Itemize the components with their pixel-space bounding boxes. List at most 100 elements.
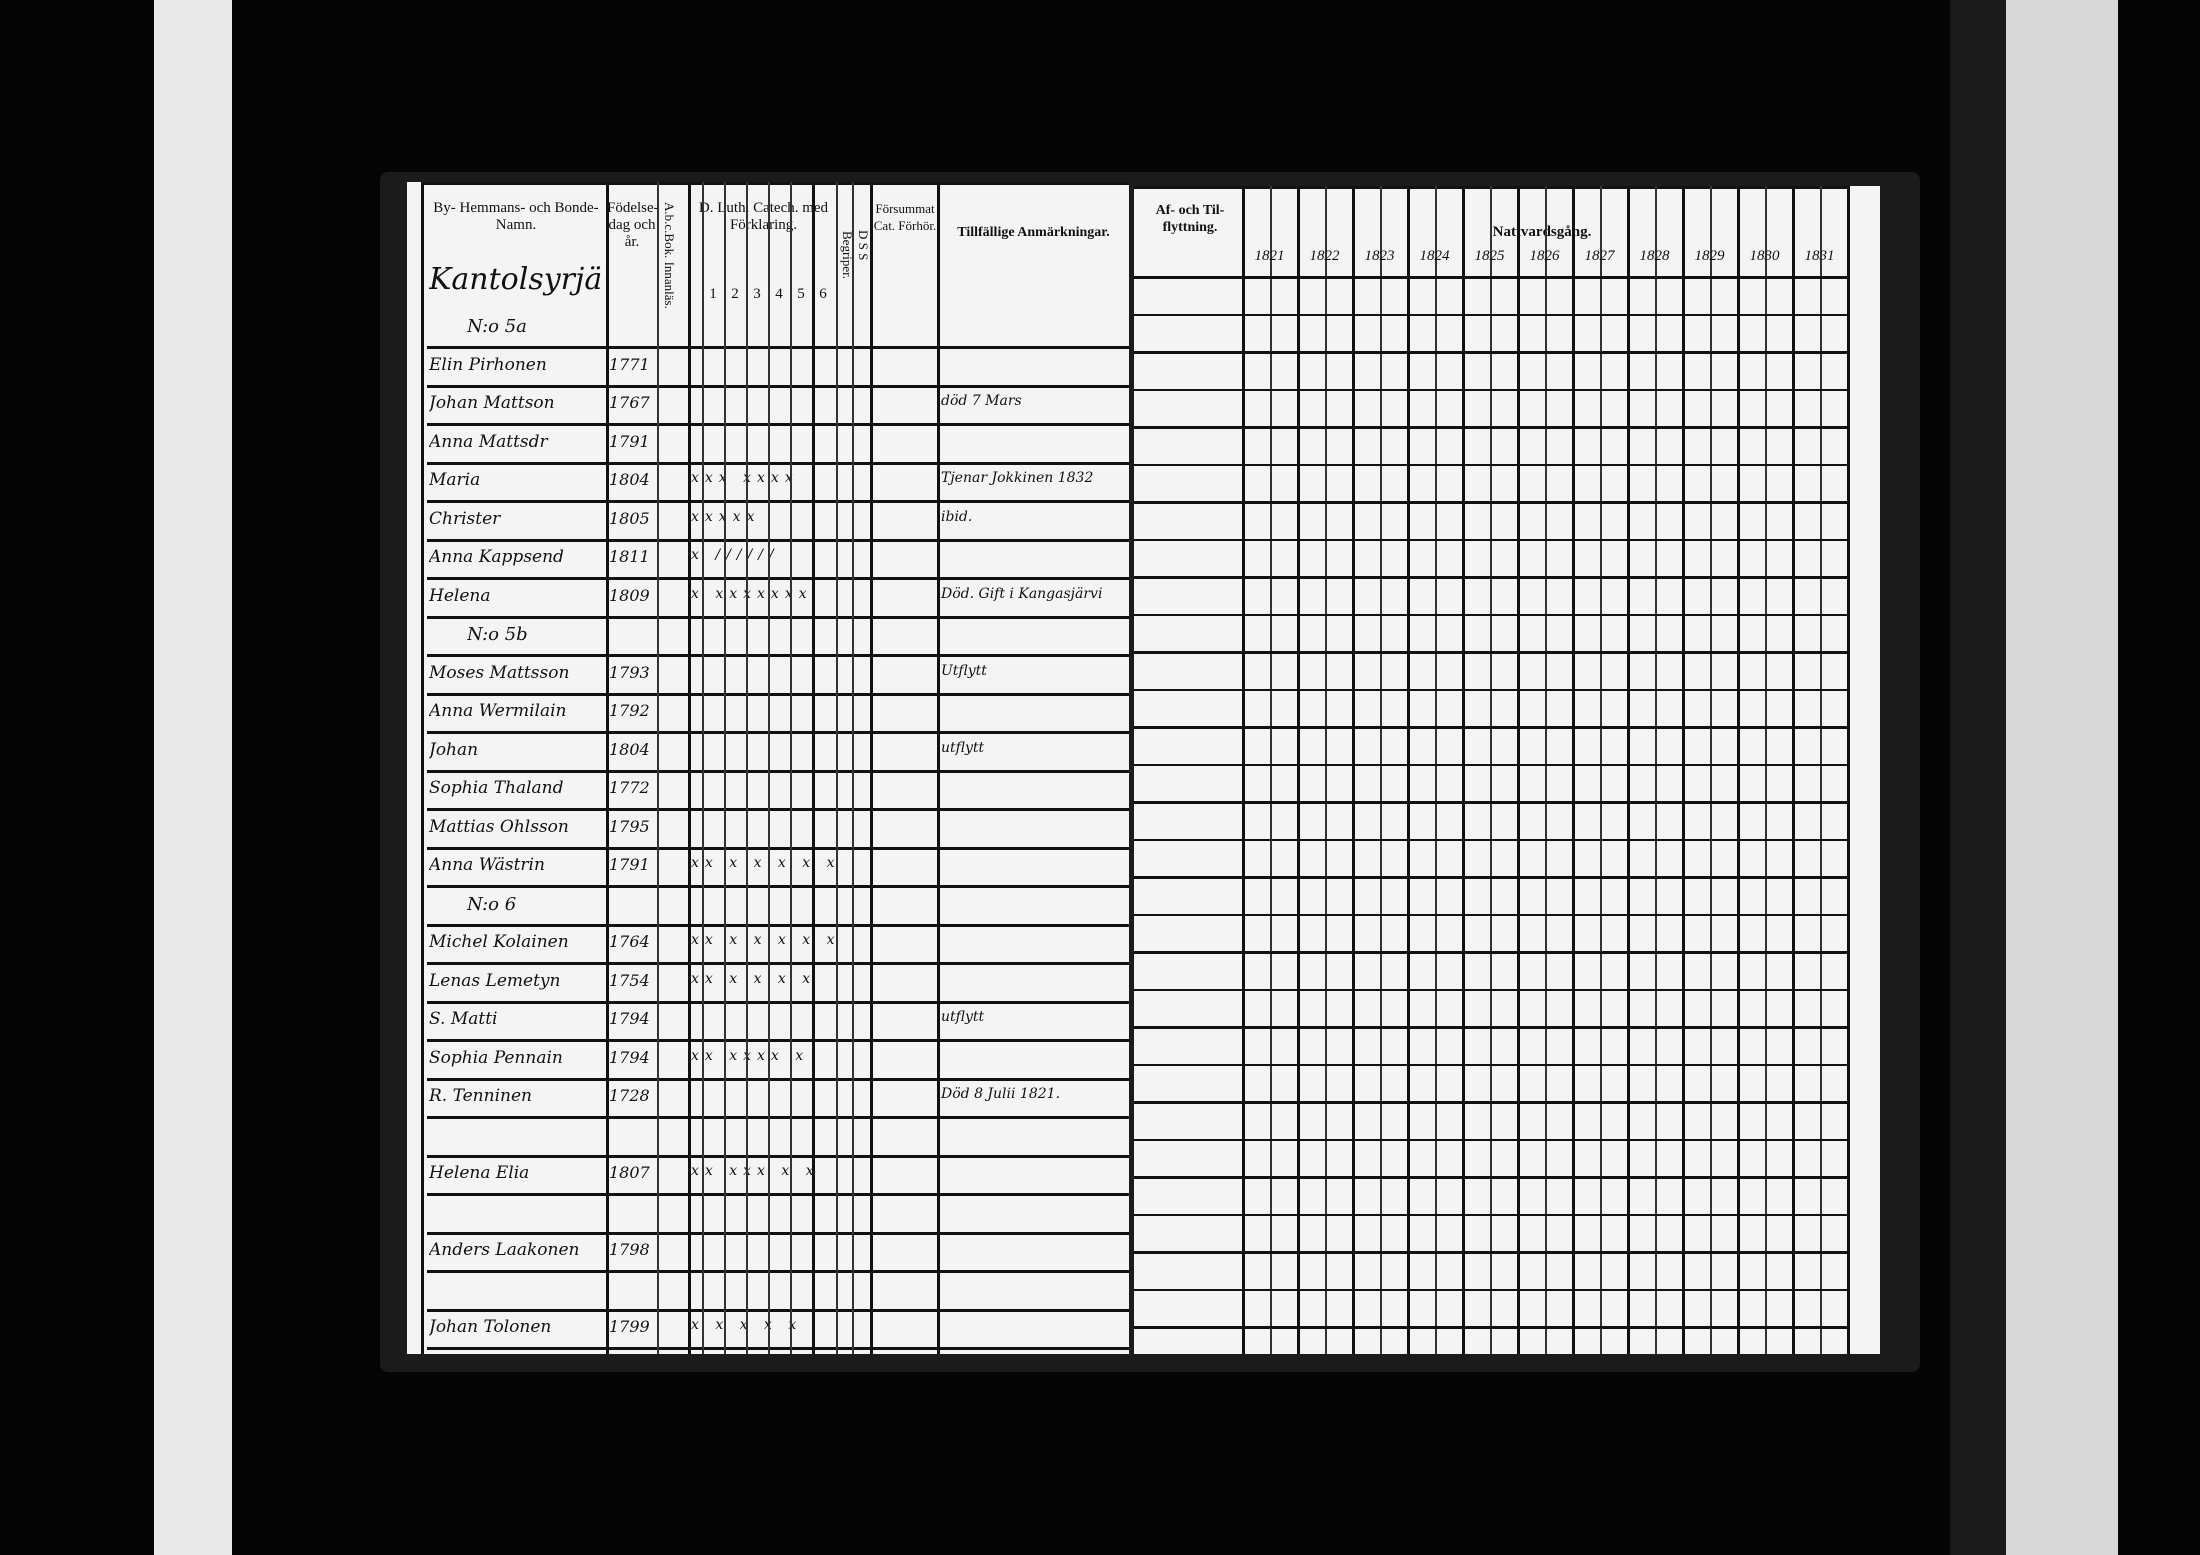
- table-row: N:o 5a: [407, 310, 1129, 349]
- person-name: S. Matti: [429, 1009, 498, 1029]
- catechism-number: 1: [709, 286, 717, 302]
- header-forsummat: Försummat Cat. Förhör.: [873, 201, 937, 233]
- column-rule: [421, 182, 424, 1354]
- person-name: Sophia Pennain: [429, 1047, 563, 1068]
- birth-year: 1805: [609, 508, 650, 528]
- person-name: Anna Wermilain: [429, 701, 567, 721]
- catechism-number: 6: [819, 286, 827, 302]
- row-rule: [427, 423, 1129, 426]
- row-rule: [1134, 538, 1850, 541]
- row-rule: [1134, 1026, 1850, 1029]
- catechism-marks: xx xxxx x: [691, 1047, 810, 1064]
- catechism-marks: xx x x x x x: [691, 855, 841, 871]
- row-rule: [1134, 1213, 1850, 1216]
- birth-year: 1795: [609, 816, 650, 836]
- table-row: Michel Kolainen 1764 xx x x x x x: [407, 926, 1129, 965]
- catechism-number: 5: [797, 286, 805, 302]
- person-name: Johan: [429, 739, 479, 760]
- row-rule: [427, 808, 1129, 811]
- row-rule: [1134, 1176, 1850, 1179]
- table-row: Mattias Ohlsson 1795: [407, 811, 1129, 850]
- person-name: Michel Kolainen: [429, 932, 569, 952]
- row-rule: [1134, 351, 1850, 354]
- birth-year: 1807: [609, 1163, 650, 1182]
- column-subrule: [1819, 186, 1822, 1354]
- year-header: 1822: [1309, 248, 1340, 264]
- column-subrule: [1269, 186, 1272, 1354]
- table-row: Sophia Thaland 1772: [407, 772, 1129, 811]
- person-name: Anna Mattsdr: [429, 431, 548, 452]
- row-rule: [427, 1193, 1129, 1196]
- table-row: [407, 1273, 1129, 1312]
- catechism-marks: x xxxxxxx: [691, 585, 813, 602]
- row-rule: [1134, 276, 1850, 279]
- remark-text: död 7 Mars: [941, 393, 1022, 409]
- year-header: 1826: [1529, 248, 1560, 264]
- column-subrule: [1379, 186, 1382, 1354]
- column-rule: [657, 182, 659, 1354]
- birth-year: 1811: [609, 547, 650, 566]
- row-rule: [1134, 501, 1850, 504]
- column-rule: [1407, 186, 1410, 1354]
- birth-year: 1804: [609, 470, 650, 489]
- row-rule: [427, 846, 1129, 850]
- row-rule: [427, 538, 1129, 542]
- person-name: Helena: [429, 585, 491, 606]
- header-ds: D S S: [856, 229, 871, 261]
- column-rule: [746, 182, 748, 1354]
- row-rule: [427, 346, 1129, 349]
- table-row: Lenas Lemetyn 1754 xx x x x x: [407, 965, 1129, 1004]
- table-row: [407, 1196, 1129, 1235]
- person-name: Maria: [429, 470, 481, 490]
- village-name: Kantolsyrjä: [429, 262, 603, 297]
- row-rule: [427, 1270, 1129, 1273]
- person-name: Anna Kappsend: [429, 547, 564, 567]
- header-birth: Födelse-dag och år.: [607, 200, 659, 250]
- birth-year: 1792: [609, 701, 650, 720]
- column-rule: [1627, 186, 1630, 1354]
- person-name: R. Tenninen: [429, 1086, 532, 1106]
- row-rule: [427, 577, 1129, 580]
- table-row: Moses Mattsson 1793 Utflytt: [407, 657, 1129, 696]
- column-rule: [1682, 186, 1685, 1354]
- column-subrule: [1599, 186, 1602, 1354]
- table-row: Helena Elia 1807 xx xxx x x: [407, 1157, 1129, 1196]
- header-remarks: Tillfällige Anmärkningar.: [957, 225, 1110, 240]
- column-rule: [1297, 186, 1300, 1354]
- row-rule: [1134, 576, 1850, 579]
- row-rule: [1134, 463, 1850, 466]
- row-rule: [427, 654, 1129, 657]
- top-rule: [1134, 186, 1850, 189]
- table-row: Anna Kappsend 1811 x //////: [407, 541, 1129, 580]
- column-rule: [702, 182, 704, 1354]
- person-name: Lenas Lemetyn: [429, 970, 561, 991]
- row-rule: [1134, 613, 1850, 616]
- row-rule: [427, 1116, 1129, 1119]
- row-rule: [1134, 988, 1850, 991]
- table-row: Christer 1805 xxxxx ibid.: [407, 503, 1129, 542]
- table-row: S. Matti 1794 utflytt: [407, 1003, 1129, 1042]
- birth-year: 1804: [609, 739, 650, 759]
- table-row: R. Tenninen 1728 Död 8 Julii 1821.: [407, 1080, 1129, 1119]
- birth-year: 1764: [609, 932, 650, 951]
- row-rule: [1134, 801, 1850, 804]
- header-abc: A.b.c.Bok. Innanläs.: [662, 201, 677, 309]
- row-rule: [1134, 1101, 1850, 1104]
- row-rule: [1134, 426, 1850, 429]
- film-margin-right: [2006, 0, 2118, 1555]
- column-rule: [724, 182, 726, 1354]
- catechism-marks: x //////: [691, 547, 780, 563]
- remark-text: utflytt: [941, 1009, 985, 1025]
- column-rule: [836, 182, 838, 1354]
- remark-text: Tjenar Jokkinen 1832: [941, 470, 1094, 486]
- row-rule: [1134, 388, 1850, 391]
- birth-year: 1767: [609, 393, 650, 412]
- column-subrule: [1489, 186, 1492, 1354]
- table-row: Anna Wästrin 1791 xx x x x x x: [407, 849, 1129, 888]
- year-header: 1830: [1749, 248, 1780, 264]
- table-row: N:o 6: [407, 888, 1129, 927]
- row-rule: [427, 1231, 1129, 1235]
- header-moving: Af- och Til-flyttning.: [1155, 203, 1225, 235]
- row-rule: [427, 615, 1129, 619]
- row-rule: [427, 461, 1129, 465]
